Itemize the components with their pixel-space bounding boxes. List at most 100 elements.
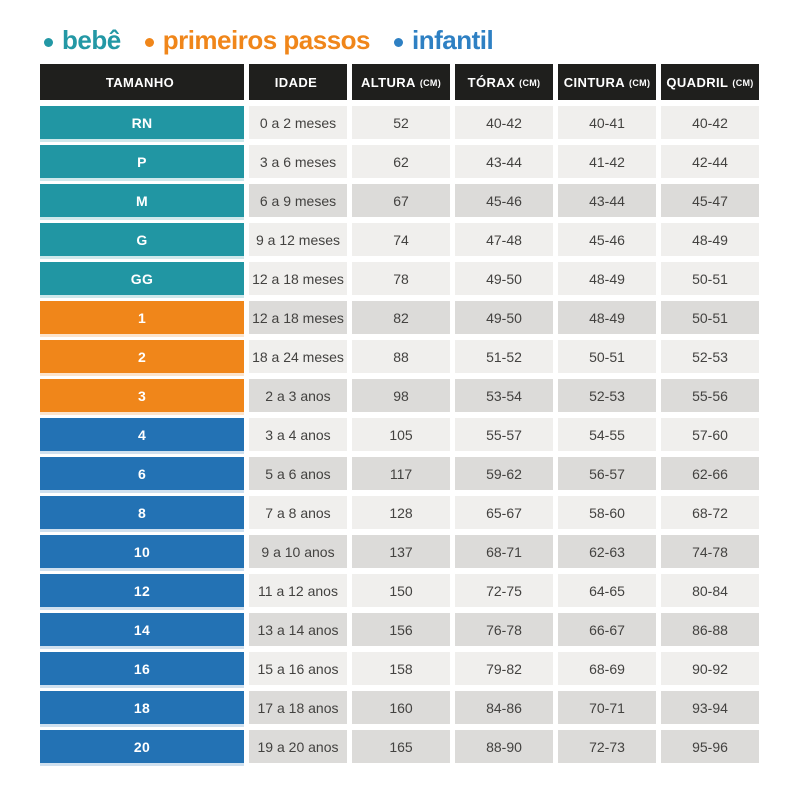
waist-cell: 54-55 [558,418,656,451]
legend-item-primeiros-passos: primeiros passos [144,25,371,56]
column-header-label: QUADRIL [666,74,729,90]
hip-cell: 57-60 [661,418,759,451]
chest-cell: 53-54 [455,379,553,412]
height-cell: 62 [352,145,450,178]
age-cell: 18 a 24 meses [249,340,347,373]
hip-cell: 50-51 [661,301,759,334]
waist-cell: 72-73 [558,730,656,763]
size-cell: GG [40,262,244,295]
size-cell: 2 [40,340,244,373]
chest-cell: 43-44 [455,145,553,178]
column-header-unit: (CM) [732,78,754,88]
height-cell: 74 [352,223,450,256]
bullet-icon [144,37,154,47]
height-cell: 156 [352,613,450,646]
age-cell: 11 a 12 anos [249,574,347,607]
bullet-icon [394,37,403,47]
chest-cell: 84-86 [455,691,553,724]
chest-cell: 49-50 [455,301,553,334]
size-cell: 4 [40,418,244,451]
waist-cell: 70-71 [558,691,656,724]
waist-cell: 66-67 [558,613,656,646]
chest-cell: 55-57 [455,418,553,451]
legend-item-infantil: infantil [394,25,494,56]
column-header-label: CINTURA [563,74,626,90]
height-cell: 165 [352,730,450,763]
height-cell: 158 [352,652,450,685]
column-header-unit: (CM) [629,78,651,88]
chest-cell: 51-52 [455,340,553,373]
hip-cell: 95-96 [661,730,759,763]
size-cell: 3 [40,379,244,412]
waist-cell: 68-69 [558,652,656,685]
age-cell: 2 a 3 anos [249,379,347,412]
chest-cell: 40-42 [455,106,553,139]
height-cell: 82 [352,301,450,334]
waist-cell: 62-63 [558,535,656,568]
age-cell: 0 a 2 meses [249,106,347,139]
age-cell: 3 a 4 anos [249,418,347,451]
age-cell: 9 a 12 meses [249,223,347,256]
column-header-unit: (CM) [519,78,541,88]
hip-cell: 42-44 [661,145,759,178]
chest-cell: 72-75 [455,574,553,607]
height-cell: 128 [352,496,450,529]
height-cell: 52 [352,106,450,139]
age-cell: 12 a 18 meses [249,262,347,295]
size-cell: 16 [40,652,244,685]
chest-cell: 76-78 [455,613,553,646]
height-cell: 117 [352,457,450,490]
height-cell: 67 [352,184,450,217]
size-cell: 12 [40,574,244,607]
size-cell: 6 [40,457,244,490]
legend-label: primeiros passos [162,25,371,55]
chest-cell: 65-67 [455,496,553,529]
age-cell: 3 a 6 meses [249,145,347,178]
waist-cell: 58-60 [558,496,656,529]
hip-cell: 45-47 [661,184,759,217]
age-cell: 5 a 6 anos [249,457,347,490]
chest-cell: 68-71 [455,535,553,568]
waist-cell: 40-41 [558,106,656,139]
height-cell: 88 [352,340,450,373]
size-cell: G [40,223,244,256]
height-cell: 150 [352,574,450,607]
hip-cell: 52-53 [661,340,759,373]
waist-cell: 43-44 [558,184,656,217]
chest-cell: 79-82 [455,652,553,685]
waist-cell: 52-53 [558,379,656,412]
hip-cell: 50-51 [661,262,759,295]
column-header-label: TAMANHO [105,74,175,90]
legend: bebê primeiros passos infantil [44,25,494,56]
age-cell: 17 a 18 anos [249,691,347,724]
age-cell: 7 a 8 anos [249,496,347,529]
waist-cell: 45-46 [558,223,656,256]
column-header-label: IDADE [274,74,318,90]
age-cell: 13 a 14 anos [249,613,347,646]
hip-cell: 90-92 [661,652,759,685]
age-cell: 9 a 10 anos [249,535,347,568]
age-cell: 15 a 16 anos [249,652,347,685]
hip-cell: 68-72 [661,496,759,529]
size-cell: 20 [40,730,244,763]
size-table: TAMANHO IDADE ALTURA (CM) TÓRAX (CM) CIN… [40,64,759,763]
bullet-icon [44,37,53,47]
waist-cell: 48-49 [558,262,656,295]
legend-item-bebe: bebê [44,25,121,56]
hip-cell: 62-66 [661,457,759,490]
column-header-idade: IDADE [249,64,347,100]
hip-cell: 74-78 [661,535,759,568]
size-cell: 18 [40,691,244,724]
size-cell: P [40,145,244,178]
chest-cell: 45-46 [455,184,553,217]
chest-cell: 59-62 [455,457,553,490]
column-header-torax: TÓRAX (CM) [455,64,553,100]
waist-cell: 56-57 [558,457,656,490]
hip-cell: 40-42 [661,106,759,139]
column-header-quadril: QUADRIL (CM) [661,64,759,100]
column-header-tamanho: TAMANHO [40,64,244,100]
hip-cell: 86-88 [661,613,759,646]
legend-label: infantil [412,25,494,55]
chest-cell: 49-50 [455,262,553,295]
